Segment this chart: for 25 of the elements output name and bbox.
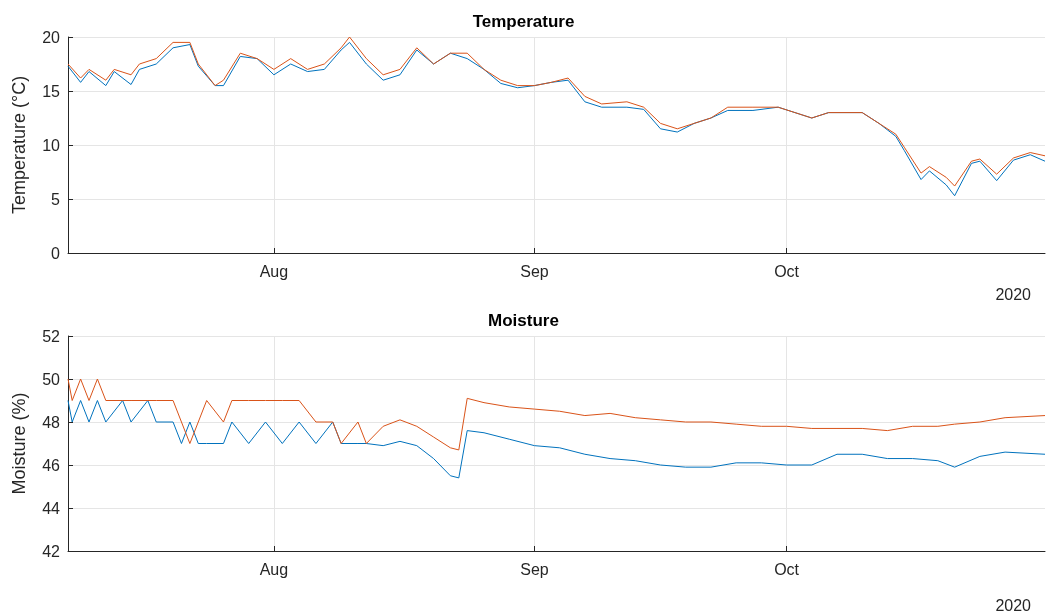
x-tick-label: Sep [520,262,549,280]
y-tick-label: 20 [42,28,61,46]
y-tick-label: 52 [42,327,61,345]
y-tick-label: 10 [42,136,61,154]
line-series [67,378,1046,451]
x-tick-label: Aug [259,560,289,578]
y-axis-title: Temperature (°C) [9,75,29,215]
y-tick-label: 42 [42,542,61,560]
text: 2020 [995,596,1032,614]
line-series [67,400,1046,479]
x-tick-label: Aug [259,262,289,280]
chart-title: Temperature [472,12,575,31]
y-tick-label: 0 [51,244,61,262]
y-tick-label: 46 [42,456,61,474]
y-axis-title: Moisture (%) [9,392,29,495]
chart-title: Moisture [488,311,559,330]
y-tick-label: 50 [42,370,61,388]
y-tick-label: 44 [42,499,61,517]
x-tick-label: Sep [520,560,549,578]
x-tick-label: Oct [774,560,800,578]
y-tick-label: 15 [42,82,61,100]
y-tick-label: 48 [42,413,61,431]
y-tick-label: 5 [51,190,61,208]
x-tick-label: Oct [774,262,800,280]
text: 2020 [995,285,1032,303]
